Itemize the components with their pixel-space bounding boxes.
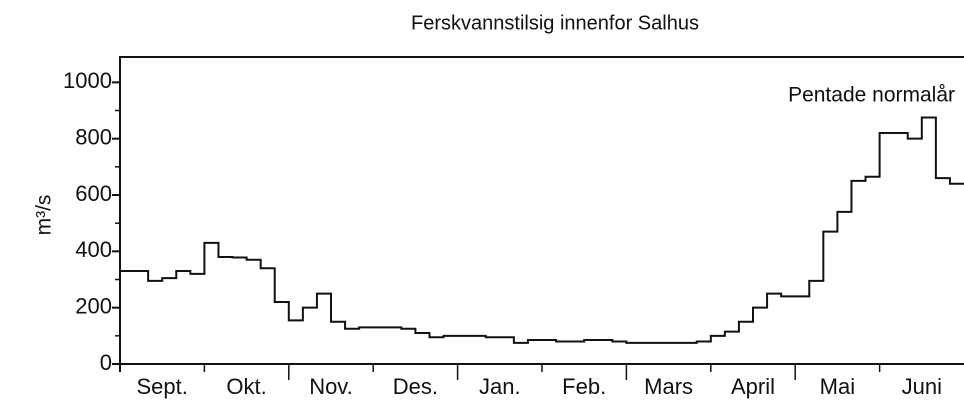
y-tick-label: 800	[75, 124, 112, 149]
axis-frame	[119, 56, 964, 372]
step-line	[120, 116, 964, 344]
x-tick-label: Juni	[902, 374, 942, 399]
x-tick-label: Okt.	[226, 374, 266, 399]
y-tick-label: 600	[75, 181, 112, 206]
y-tick-label: 200	[75, 293, 112, 318]
x-tick-label: Nov.	[309, 374, 353, 399]
y-axis-label: m³/s	[33, 195, 56, 236]
x-tick-label: Sept.	[137, 374, 188, 399]
x-tick-label: Mars	[644, 374, 693, 399]
y-tick-label: 1000	[63, 68, 112, 93]
x-tick-label: April	[731, 374, 775, 399]
annotation: Pentade normalår	[788, 84, 955, 107]
x-tick-label: Jan.	[479, 374, 521, 399]
y-tick-label: 0	[100, 350, 112, 375]
x-tick-label: Feb.	[562, 374, 606, 399]
x-tick-label: Mai	[820, 374, 855, 399]
chart-title: Ferskvannstilsig innenfor Salhus	[411, 12, 699, 34]
x-tick-label: Des.	[393, 374, 438, 399]
y-tick-label: 400	[75, 237, 112, 262]
